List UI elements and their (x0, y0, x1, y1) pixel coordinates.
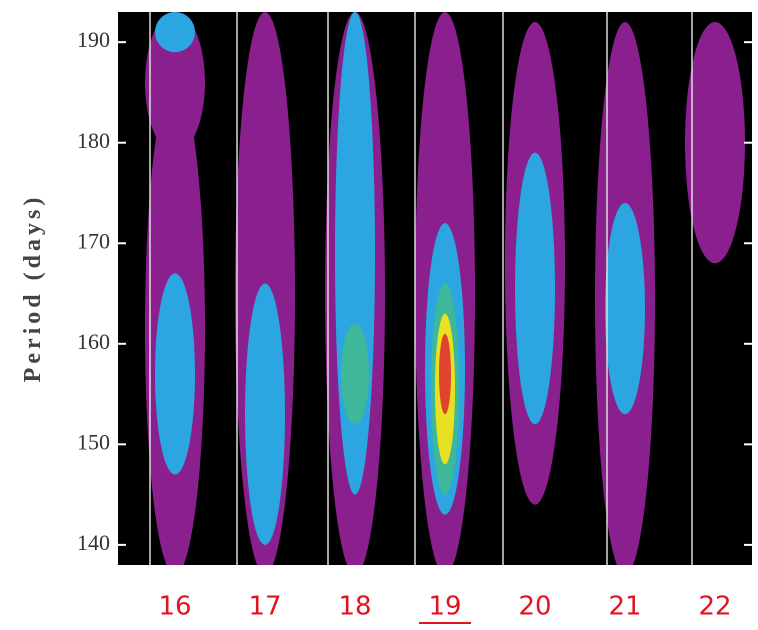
contour-band (155, 12, 195, 53)
x-tick-label: 18 (338, 592, 371, 622)
column-dividers (149, 12, 693, 565)
x-tick-label: 22 (698, 592, 731, 622)
y-tick-label: 190 (77, 27, 110, 52)
y-tick-label: 160 (77, 329, 110, 354)
contour-band (515, 152, 555, 425)
x-tick-label: 20 (518, 592, 551, 622)
contour-band (439, 333, 451, 415)
label-strip (30, 570, 758, 630)
x-tick-label: 16 (158, 592, 191, 622)
contours (145, 12, 745, 565)
contour-band (245, 283, 285, 545)
x-tick-label: 21 (608, 592, 641, 622)
contour-band (341, 323, 369, 425)
y-tick-label: 170 (77, 228, 110, 253)
x-tick-label: 19 (428, 592, 461, 622)
contour-band (155, 273, 195, 475)
contour-band (685, 22, 745, 264)
y-tick-label: 180 (77, 128, 110, 153)
y-tick-label: 150 (77, 429, 110, 454)
contour-band (145, 12, 205, 153)
y-axis-label: Period (days) (20, 194, 46, 383)
x-tick-label: 17 (248, 592, 281, 622)
contour-band (605, 203, 645, 415)
y-tick-label: 140 (77, 530, 110, 555)
